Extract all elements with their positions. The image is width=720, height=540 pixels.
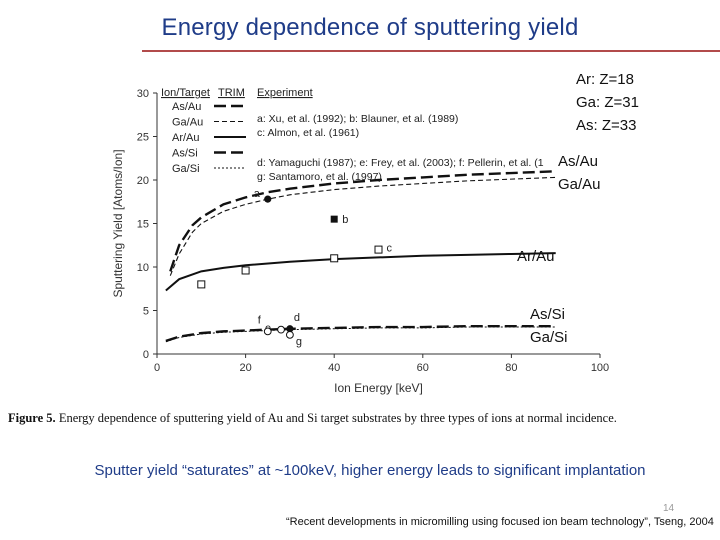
- y-tick-label: 10: [137, 262, 149, 274]
- x-tick-label: 80: [505, 362, 517, 374]
- legend-experiment-entry: a: Xu, et al. (1992); b: Blauner, et al.…: [257, 113, 458, 125]
- legend-header: Experiment: [257, 87, 313, 99]
- series-line-as-si: [165, 324, 556, 343]
- legend-experiment-entry: c: Almon, et al. (1961): [257, 127, 359, 139]
- series-line-ar-au: [165, 252, 556, 292]
- page-number: 14: [663, 503, 675, 514]
- figure-caption-number: Figure 5.: [8, 411, 56, 425]
- slide-title: Energy dependence of sputtering yield: [161, 14, 579, 41]
- data-point-d: [286, 325, 294, 333]
- data-point-label: b: [342, 214, 348, 226]
- title-divider: [142, 50, 720, 52]
- y-axis-title: Sputtering Yield [Atoms/Ion]: [111, 149, 125, 297]
- saturation-note: Sputter yield “saturates” at ~100keV, hi…: [94, 462, 646, 479]
- y-tick-label: 20: [137, 175, 149, 187]
- data-point-exp: [330, 254, 339, 263]
- legend-entry-label: As/Si: [172, 148, 198, 160]
- x-axis-title: Ion Energy [keV]: [334, 381, 423, 395]
- x-tick-label: 20: [239, 362, 251, 374]
- legend-header: TRIM: [218, 87, 245, 99]
- data-point-label: a: [254, 188, 261, 200]
- as-ga-si-label: As/Si Ga/Si: [530, 306, 568, 346]
- figure-caption: Figure 5. Energy dependence of sputterin…: [8, 411, 617, 426]
- data-point-label: g: [296, 336, 302, 348]
- legend-experiment-entry: g: Santamoro, et al. (1997): [257, 171, 382, 183]
- data-point-c: [374, 245, 383, 254]
- data-point-exp: [197, 280, 206, 289]
- y-tick-label: 25: [137, 132, 149, 144]
- data-point-label: f: [258, 314, 262, 326]
- y-tick-label: 15: [137, 219, 149, 231]
- reference-citation: “Recent developments in micromilling usi…: [286, 516, 714, 528]
- as-ga-au-label: As/Au Ga/Au: [558, 153, 601, 193]
- y-tick-label: 0: [143, 349, 149, 361]
- data-point-f: [263, 327, 272, 336]
- y-tick-label: 30: [137, 88, 149, 100]
- data-point-g: [286, 330, 294, 339]
- legend-entry-label: Ar/Au: [172, 132, 200, 144]
- ion-atomic-numbers: Ar: Z=18 Ga: Z=31 As: Z=33: [576, 71, 639, 134]
- series-line-as-au: [169, 170, 556, 272]
- ar-au-label: Ar/Au: [517, 248, 555, 265]
- legend-entry-label: Ga/Au: [172, 117, 203, 129]
- series-line-ga-au: [169, 176, 556, 276]
- legend-entry-label: Ga/Si: [172, 163, 200, 175]
- legend-experiment-entry: d: Yamaguchi (1987); e: Frey, et al. (20…: [257, 157, 544, 169]
- series-line-ga-si: [165, 326, 556, 343]
- data-point-e: [277, 325, 285, 334]
- x-tick-label: 0: [154, 362, 160, 374]
- data-point-exp: [241, 266, 250, 275]
- data-point-b: [330, 215, 338, 223]
- x-tick-label: 60: [417, 362, 429, 374]
- legend-header: Ion/Target: [161, 87, 210, 99]
- x-tick-label: 100: [591, 362, 609, 374]
- data-point-a: [264, 195, 272, 203]
- data-point-label: d: [294, 312, 300, 324]
- x-tick-label: 40: [328, 362, 340, 374]
- legend-entry-label: As/Au: [172, 101, 201, 113]
- figure-caption-text: Energy dependence of sputtering yield of…: [55, 411, 617, 425]
- data-point-label: c: [387, 243, 393, 255]
- y-tick-label: 5: [143, 306, 149, 318]
